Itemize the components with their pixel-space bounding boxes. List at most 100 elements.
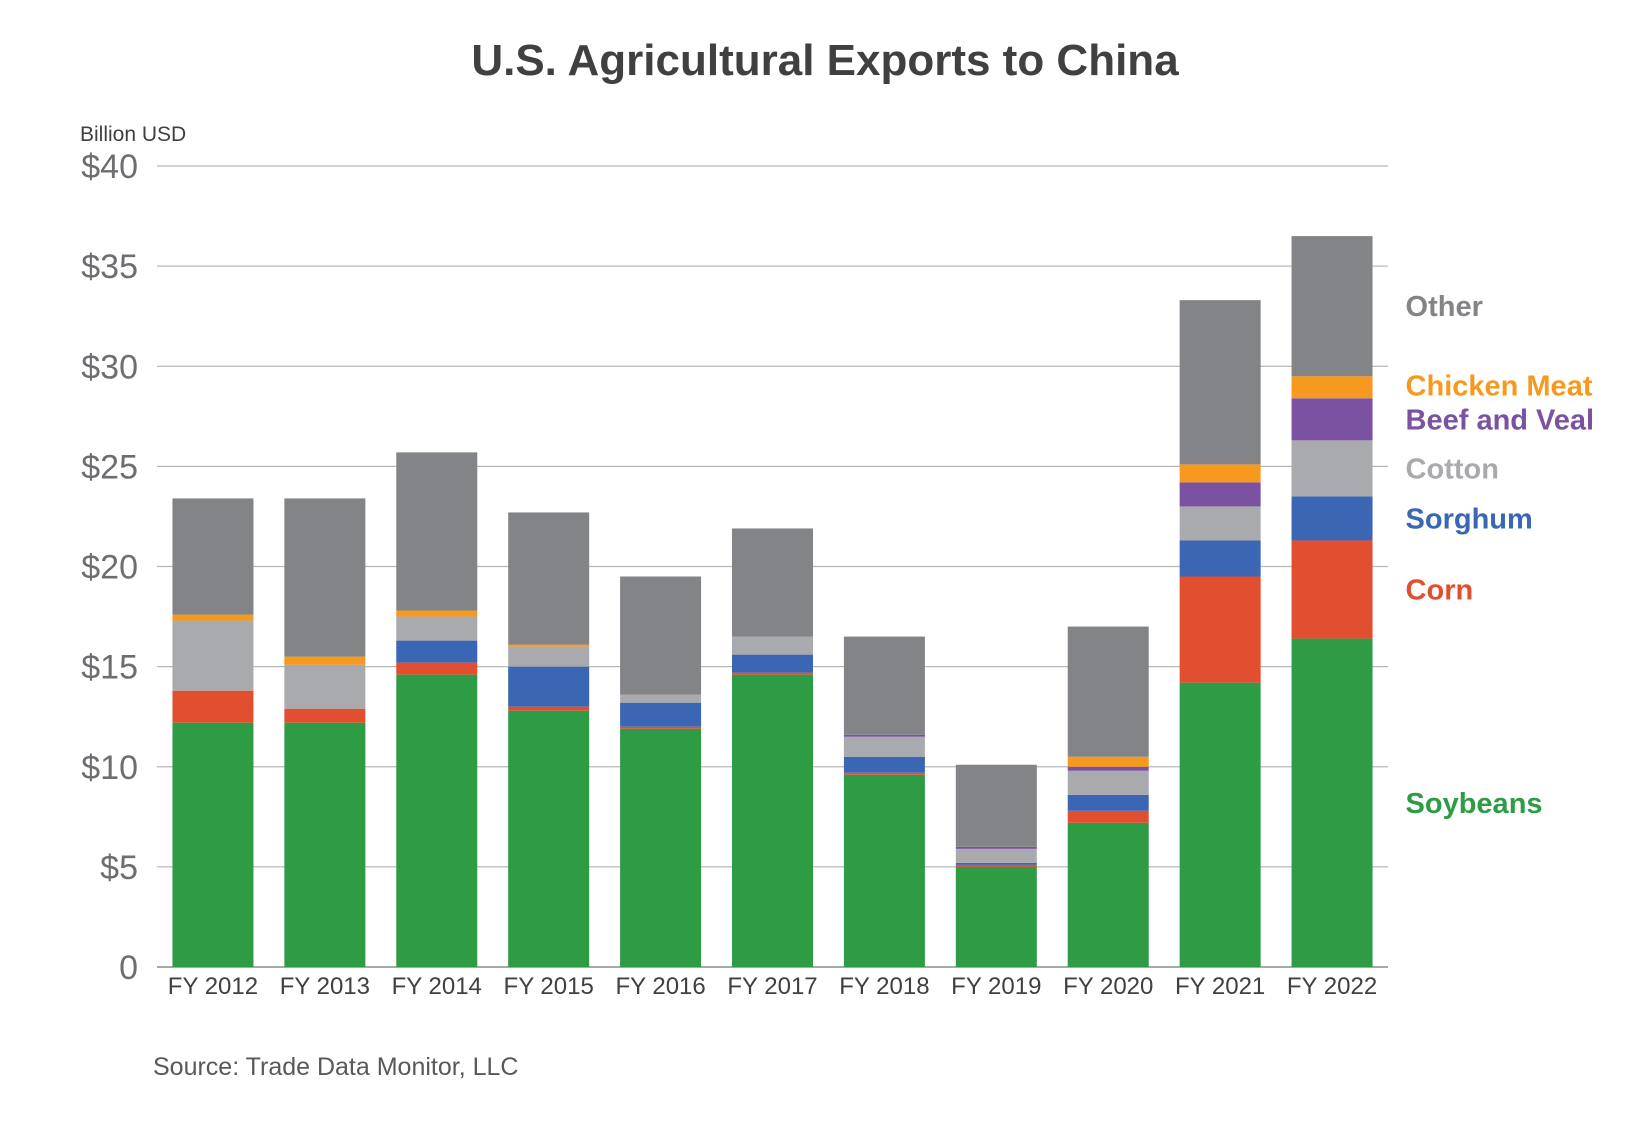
bar-segment-beef-and-veal — [1179, 482, 1261, 507]
bar-segment-corn — [1067, 810, 1149, 823]
bar-segment-sorghum — [1179, 540, 1261, 577]
bar-stack-fy-2022 — [1291, 236, 1373, 967]
x-tick-label: FY 2013 — [280, 973, 370, 1000]
x-tick-label: FY 2022 — [1287, 973, 1377, 1000]
bar-segment-other — [955, 764, 1037, 847]
legend-label-sorghum: Sorghum — [1406, 503, 1533, 535]
bar-segment-chicken-meat — [284, 656, 366, 665]
bar-segment-soybeans — [732, 674, 813, 967]
bar-segment-soybeans — [284, 722, 366, 967]
bar-stack-fy-2015 — [508, 512, 590, 967]
bar-segment-other — [1291, 236, 1373, 377]
bar-segment-corn — [172, 690, 254, 723]
chart-title: U.S. Agricultural Exports to China — [471, 36, 1179, 85]
x-tick-label: FY 2019 — [951, 973, 1041, 1000]
bar-segment-corn — [1179, 576, 1261, 683]
legend-label-soybeans: Soybeans — [1406, 788, 1543, 820]
bars — [172, 236, 1373, 967]
bar-segment-other — [1179, 300, 1261, 465]
bar-segment-soybeans — [620, 728, 702, 967]
legend-label-corn: Corn — [1406, 575, 1474, 607]
source-note: Source: Trade Data Monitor, LLC — [153, 1053, 518, 1081]
bar-segment-cotton — [732, 636, 813, 655]
bar-segment-cotton — [955, 848, 1037, 863]
bar-segment-corn — [508, 706, 590, 711]
x-tick-label: FY 2014 — [392, 973, 482, 1000]
bar-segment-other — [508, 512, 590, 645]
bar-stack-fy-2013 — [284, 498, 366, 967]
bar-segment-other — [843, 636, 925, 735]
x-axis-ticks: FY 2012 FY 2013 FY 2014 FY 2015 FY 2016 FY 20… — [168, 973, 1377, 1000]
bar-segment-sorghum — [843, 756, 925, 773]
bar-segment-other — [284, 498, 366, 657]
bar-segment-sorghum — [1067, 794, 1149, 811]
bar-stack-fy-2016 — [620, 576, 702, 967]
bar-segment-chicken-meat — [172, 614, 254, 621]
bar-segment-cotton — [396, 616, 478, 641]
y-tick-label: $10 — [81, 749, 138, 787]
bar-segment-beef-and-veal — [1067, 766, 1149, 771]
bar-stack-fy-2020 — [1067, 626, 1149, 967]
bar-segment-sorghum — [508, 666, 590, 707]
bar-segment-soybeans — [396, 674, 478, 967]
bar-segment-chicken-meat — [396, 610, 478, 617]
bar-segment-soybeans — [508, 710, 590, 967]
bar-segment-sorghum — [1291, 496, 1373, 541]
y-tick-label: $30 — [81, 348, 138, 386]
bar-segment-soybeans — [172, 722, 254, 967]
bar-stack-fy-2019 — [955, 764, 1037, 967]
y-tick-label: $40 — [81, 148, 138, 186]
y-tick-label: $5 — [100, 849, 138, 887]
bar-segment-cotton — [1067, 770, 1149, 795]
bar-segment-sorghum — [620, 702, 702, 727]
x-tick-label: FY 2021 — [1175, 973, 1265, 1000]
bar-segment-soybeans — [1291, 638, 1373, 967]
y-axis-ticks: 0 $5 $10 $15 $20 $25 $30 $35 $40 — [81, 148, 138, 987]
bar-stack-fy-2021 — [1179, 300, 1261, 967]
bar-segment-other — [1067, 626, 1149, 757]
bar-stack-fy-2017 — [732, 528, 813, 967]
bar-segment-sorghum — [396, 640, 478, 663]
bar-segment-soybeans — [1179, 682, 1261, 967]
bar-segment-cotton — [284, 664, 366, 709]
legend-label-chicken-meat: Chicken Meat — [1406, 370, 1593, 402]
bar-segment-cotton — [508, 646, 590, 667]
y-tick-label: $15 — [81, 649, 138, 687]
bar-segment-other — [172, 498, 254, 615]
x-tick-label: FY 2017 — [727, 973, 817, 1000]
legend-label-beef-and-veal: Beef and Veal — [1406, 404, 1595, 436]
bar-segment-other — [732, 528, 813, 637]
y-tick-label: $25 — [81, 448, 138, 486]
x-tick-label: FY 2015 — [504, 973, 594, 1000]
bar-segment-sorghum — [955, 862, 1037, 865]
bar-segment-sorghum — [732, 654, 813, 673]
bar-segment-other — [620, 576, 702, 695]
bar-stack-fy-2014 — [396, 452, 478, 967]
bar-segment-chicken-meat — [1067, 756, 1149, 767]
x-tick-label: FY 2018 — [839, 973, 929, 1000]
y-tick-label: $20 — [81, 549, 138, 587]
bar-segment-corn — [620, 726, 702, 729]
x-tick-label: FY 2016 — [615, 973, 705, 1000]
bar-segment-corn — [284, 708, 366, 723]
bar-segment-chicken-meat — [1179, 464, 1261, 483]
bar-segment-beef-and-veal — [1291, 398, 1373, 441]
bar-segment-cotton — [1179, 506, 1261, 541]
bar-segment-chicken-meat — [508, 644, 590, 647]
bar-segment-corn — [843, 772, 925, 775]
bar-stack-fy-2012 — [172, 498, 254, 967]
y-axis-label: Billion USD — [80, 123, 186, 146]
bar-segment-beef-and-veal — [843, 734, 925, 737]
bar-segment-corn — [1291, 540, 1373, 639]
bar-segment-corn — [955, 864, 1037, 867]
x-tick-label: FY 2020 — [1063, 973, 1153, 1000]
bar-segment-corn — [396, 662, 478, 675]
x-tick-label: FY 2012 — [168, 973, 258, 1000]
bar-segment-cotton — [620, 694, 702, 703]
legend: Soybeans Corn Sorghum Cotton Beef and VealCh… — [1406, 291, 1595, 820]
bar-segment-cotton — [843, 736, 925, 757]
bar-segment-soybeans — [1067, 822, 1149, 967]
bar-segment-other — [396, 452, 478, 611]
